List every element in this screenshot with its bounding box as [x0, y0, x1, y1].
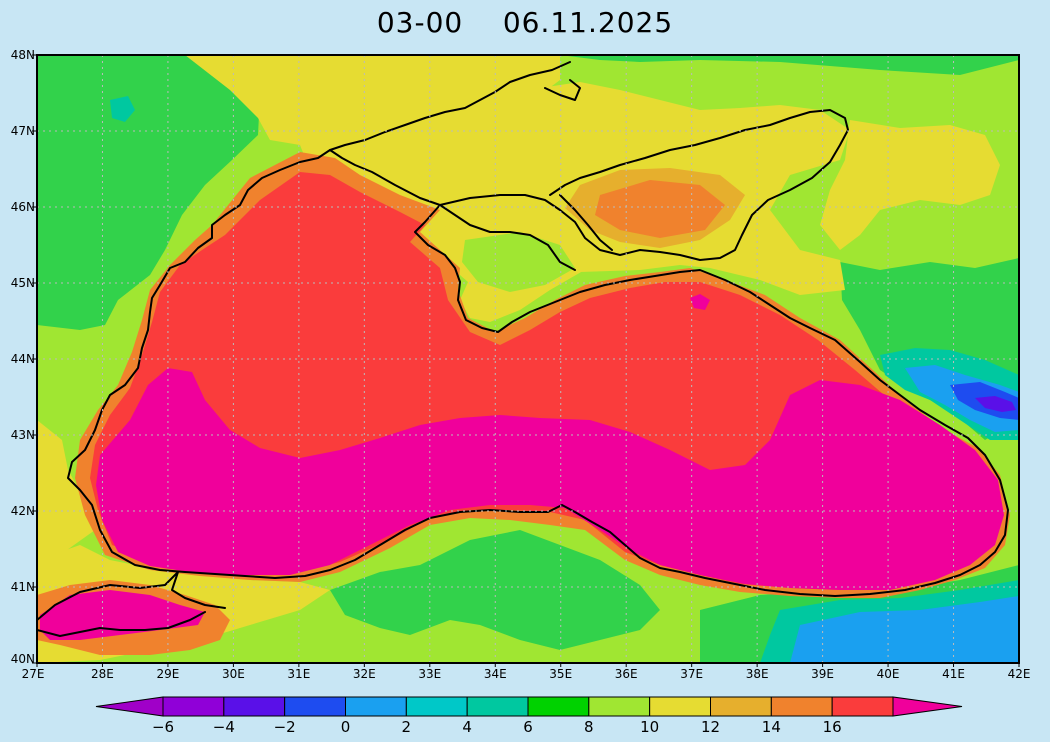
land-yellow-bulgaria: [37, 420, 95, 560]
lon-tick-label: 29E: [157, 667, 180, 681]
coastline-azov: [329, 61, 849, 261]
lon-tick-label: 32E: [353, 667, 376, 681]
colorbar-swatch: [466, 696, 529, 717]
lat-tick-label: 42N: [11, 504, 35, 518]
land-purple-east: [975, 396, 1016, 412]
lon-tick-label: 33E: [418, 667, 441, 681]
lon-tick-label: 27E: [22, 667, 45, 681]
lon-tick-label: 42E: [1008, 667, 1031, 681]
axis-ticks: [32, 54, 1020, 667]
sea-spot-magenta: [690, 294, 710, 310]
colorbar-swatch: [770, 696, 833, 717]
lon-tick-label: 40E: [877, 667, 900, 681]
sea-magenta-core: [96, 368, 1004, 590]
grid-lines: [37, 55, 1019, 663]
longitude-labels: 27E 28E 29E 30E 31E 32E 33E 34E 35E 36E 37E 38E 39E 4…: [22, 667, 1031, 681]
colorbar-label: 14: [762, 718, 781, 736]
land-yellow-north-wedge: [185, 55, 560, 145]
land-blue-southeast: [790, 596, 1019, 663]
latitude-labels: 48N 47N 46N 45N 44N 43N 42N 41N 40N: [11, 48, 35, 666]
lon-tick-label: 39E: [811, 667, 834, 681]
colorbar-swatch: [162, 696, 225, 717]
lon-tick-label: 28E: [91, 667, 114, 681]
colorbar-label: −4: [213, 718, 235, 736]
colorbar-label: 6: [523, 718, 533, 736]
colorbar-swatch: [223, 696, 286, 717]
coastline-marmara: [37, 571, 226, 637]
land-green-northwest: [37, 55, 260, 330]
title-date: 06.11.2025: [502, 6, 674, 39]
colorbar-label: 10: [640, 718, 659, 736]
lon-tick-label: 35E: [549, 667, 572, 681]
colorbar-swatch: [588, 696, 651, 717]
coastlines: [37, 61, 1009, 637]
colorbar-swatch: [831, 696, 894, 717]
lat-tick-label: 46N: [11, 200, 35, 214]
lon-tick-label: 30E: [222, 667, 245, 681]
lon-tick-label: 41E: [942, 667, 965, 681]
crimea-green: [462, 232, 575, 292]
colorbar-label: −2: [274, 718, 296, 736]
colorbar-over-arrow: [892, 696, 963, 717]
lon-tick-label: 37E: [680, 667, 703, 681]
coastline-main: [67, 149, 1009, 597]
colorbar-swatch: [527, 696, 590, 717]
lat-tick-label: 47N: [11, 124, 35, 138]
lon-tick-label: 38E: [746, 667, 769, 681]
lon-tick-label: 36E: [615, 667, 638, 681]
colorbar-swatch: [710, 696, 772, 717]
land-spot-cyan: [110, 96, 135, 122]
colorbar-label: 16: [823, 718, 842, 736]
colorbar-swatch: [345, 696, 407, 717]
lon-tick-label: 31E: [287, 667, 310, 681]
colorbar-label: 2: [402, 718, 412, 736]
lat-tick-label: 48N: [11, 48, 35, 62]
colorbar-label: 8: [584, 718, 594, 736]
lon-tick-label: 34E: [484, 667, 507, 681]
colorbar-swatch: [284, 696, 346, 717]
temperature-field: [37, 55, 1019, 663]
colorbar: −6 −4 −2 0 2 4 6 8 10 12 14 16: [95, 696, 963, 736]
lat-tick-label: 43N: [11, 428, 35, 442]
colorbar-swatch: [405, 696, 468, 717]
colorbar-label: 0: [341, 718, 351, 736]
title-time: 03-00: [376, 6, 464, 39]
lat-tick-label: 41N: [11, 580, 35, 594]
coastline-crimea-inner: [439, 194, 613, 271]
sea-of-azov-deep: [595, 180, 725, 238]
colorbar-label: 12: [701, 718, 720, 736]
colorbar-label: −6: [152, 718, 174, 736]
land-green-north: [560, 55, 1019, 75]
lat-tick-label: 44N: [11, 352, 35, 366]
colorbar-under-arrow: [95, 696, 164, 717]
colorbar-swatch: [649, 696, 712, 717]
lat-tick-label: 45N: [11, 276, 35, 290]
map-title: 03-00 06.11.2025: [0, 6, 1050, 39]
land-yellow-northeast: [820, 120, 1000, 250]
lat-tick-label: 40N: [11, 652, 35, 666]
colorbar-label: 4: [462, 718, 472, 736]
